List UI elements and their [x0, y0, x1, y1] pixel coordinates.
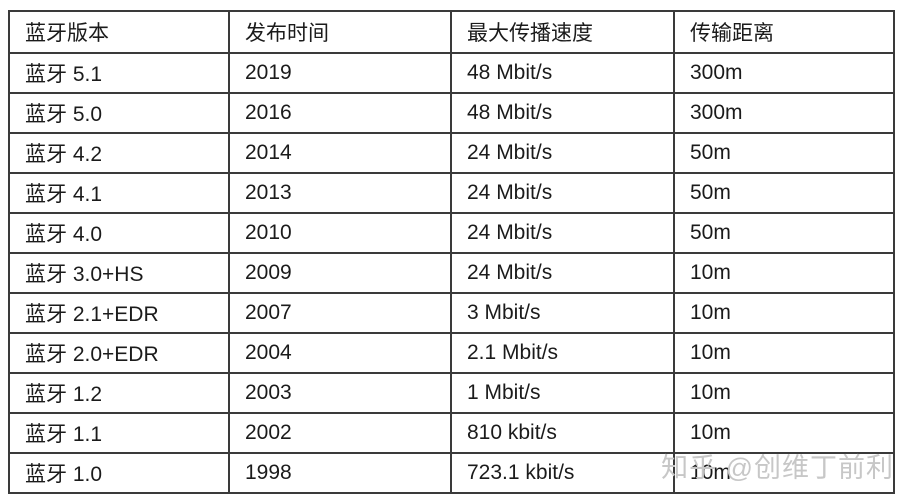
- table-cell: 2016: [228, 92, 452, 134]
- table-row: 蓝牙 2.0+EDR 2004 2.1 Mbit/s 10m: [8, 332, 895, 374]
- table-row: 蓝牙 1.0 1998 723.1 kbit/s 10m: [8, 452, 895, 494]
- table-cell: 50m: [673, 132, 895, 174]
- table-cell: 蓝牙 4.2: [8, 132, 230, 174]
- table-row: 蓝牙 4.2 2014 24 Mbit/s 50m: [8, 132, 895, 174]
- column-header-max-speed: 最大传播速度: [450, 10, 675, 54]
- bluetooth-version-table: 蓝牙版本 发布时间 最大传播速度 传输距离 蓝牙 5.1 2019 48 Mbit/…: [8, 10, 895, 494]
- table-cell: 2013: [228, 172, 452, 214]
- table-cell: 24 Mbit/s: [450, 132, 675, 174]
- table-cell: 24 Mbit/s: [450, 172, 675, 214]
- table-cell: 2010: [228, 212, 452, 254]
- table-cell: 蓝牙 1.0: [8, 452, 230, 494]
- table-cell: 2.1 Mbit/s: [450, 332, 675, 374]
- table-cell: 3 Mbit/s: [450, 292, 675, 334]
- column-header-release-year: 发布时间: [228, 10, 452, 54]
- table-cell: 蓝牙 4.0: [8, 212, 230, 254]
- table-row: 蓝牙 5.0 2016 48 Mbit/s 300m: [8, 92, 895, 134]
- table-cell: 蓝牙 1.1: [8, 412, 230, 454]
- table-row: 蓝牙 2.1+EDR 2007 3 Mbit/s 10m: [8, 292, 895, 334]
- table-cell: 24 Mbit/s: [450, 252, 675, 294]
- table-cell: 2003: [228, 372, 452, 414]
- table-row: 蓝牙 5.1 2019 48 Mbit/s 300m: [8, 52, 895, 94]
- table-cell: 蓝牙 1.2: [8, 372, 230, 414]
- table-row: 蓝牙 4.1 2013 24 Mbit/s 50m: [8, 172, 895, 214]
- table-cell: 2002: [228, 412, 452, 454]
- table-cell: 2007: [228, 292, 452, 334]
- table-header-row: 蓝牙版本 发布时间 最大传播速度 传输距离: [8, 10, 895, 54]
- table-cell: 810 kbit/s: [450, 412, 675, 454]
- table-cell: 2004: [228, 332, 452, 374]
- column-header-range: 传输距离: [673, 10, 895, 54]
- table-cell: 723.1 kbit/s: [450, 452, 675, 494]
- table-cell: 蓝牙 4.1: [8, 172, 230, 214]
- table-cell: 蓝牙 5.0: [8, 92, 230, 134]
- table-cell: 48 Mbit/s: [450, 92, 675, 134]
- table-cell: 300m: [673, 52, 895, 94]
- table-cell: 24 Mbit/s: [450, 212, 675, 254]
- table-header: 蓝牙版本 发布时间 最大传播速度 传输距离: [8, 10, 895, 54]
- table-cell: 蓝牙 2.0+EDR: [8, 332, 230, 374]
- table-cell: 300m: [673, 92, 895, 134]
- table-cell: 10m: [673, 452, 895, 494]
- table-cell: 10m: [673, 332, 895, 374]
- table-cell: 蓝牙 5.1: [8, 52, 230, 94]
- table-cell: 10m: [673, 252, 895, 294]
- table-cell: 10m: [673, 292, 895, 334]
- table-cell: 50m: [673, 212, 895, 254]
- table-row: 蓝牙 4.0 2010 24 Mbit/s 50m: [8, 212, 895, 254]
- table-cell: 10m: [673, 412, 895, 454]
- table-cell: 48 Mbit/s: [450, 52, 675, 94]
- table-cell: 蓝牙 3.0+HS: [8, 252, 230, 294]
- table-cell: 蓝牙 2.1+EDR: [8, 292, 230, 334]
- column-header-version: 蓝牙版本: [8, 10, 230, 54]
- table-cell: 2014: [228, 132, 452, 174]
- table-row: 蓝牙 3.0+HS 2009 24 Mbit/s 10m: [8, 252, 895, 294]
- table-cell: 1 Mbit/s: [450, 372, 675, 414]
- table-cell: 10m: [673, 372, 895, 414]
- table-cell: 2009: [228, 252, 452, 294]
- table-cell: 1998: [228, 452, 452, 494]
- table-cell: 2019: [228, 52, 452, 94]
- table-cell: 50m: [673, 172, 895, 214]
- table-body: 蓝牙 5.1 2019 48 Mbit/s 300m 蓝牙 5.0 2016 48 Mbit…: [8, 52, 895, 494]
- table-row: 蓝牙 1.2 2003 1 Mbit/s 10m: [8, 372, 895, 414]
- table-row: 蓝牙 1.1 2002 810 kbit/s 10m: [8, 412, 895, 454]
